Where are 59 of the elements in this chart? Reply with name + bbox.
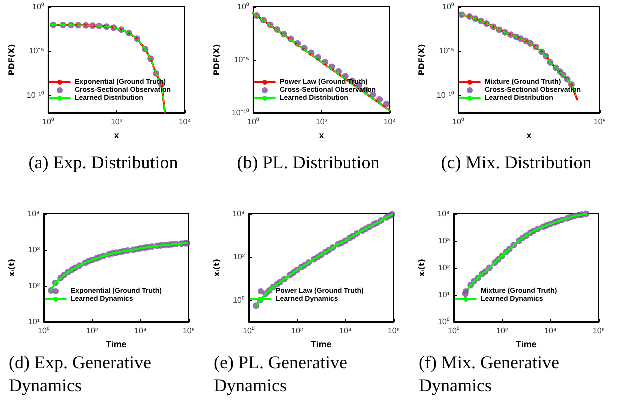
x-tick-label: 10⁰	[243, 326, 255, 336]
y-tick-label: 10⁻¹⁰	[436, 90, 454, 100]
y-tick-label: 10⁰	[238, 2, 250, 12]
y-tick-label: 10²	[438, 264, 450, 272]
y-tick-label: 10⁰	[233, 296, 245, 305]
x-tick-label: 10⁴	[384, 118, 397, 126]
text: (c) Mix. Distribution	[441, 152, 592, 172]
y-axis-title: PDF(X)	[212, 44, 222, 76]
text: (f) Mix. Generative Dynamics	[419, 352, 564, 396]
y-axis-title: xᵢ(t)	[418, 258, 426, 278]
x-tick-label: 10²	[110, 118, 123, 126]
y-tick-label: 10⁰	[438, 318, 450, 326]
y-tick-label: 10⁻¹⁰	[232, 108, 250, 118]
x-tick-label: 10⁶	[182, 326, 196, 336]
x-tick-label: 10⁰	[452, 118, 464, 126]
y-axis-title: xᵢ(t)	[212, 258, 222, 278]
x-axis-title: x	[526, 130, 532, 140]
y-tick-label: 10⁻⁵	[234, 56, 250, 64]
y-tick-label: 10²	[28, 282, 40, 290]
x-tick-label: 10⁰	[448, 326, 460, 336]
x-tick-label: 10⁰	[248, 118, 260, 126]
x-axis-title: Time	[311, 339, 332, 350]
x-tick-label: 10⁴	[544, 326, 558, 336]
x-tick-label: 10²	[316, 118, 328, 126]
y-tick-label: 10⁰	[32, 2, 44, 12]
y-tick-label: 10⁰	[442, 2, 454, 12]
x-axis-title: Time	[106, 339, 127, 350]
text: (d) Exp. Generative Dynamics	[9, 352, 156, 396]
y-tick-label: 10⁴	[28, 210, 41, 218]
x-tick-label: 10⁰	[42, 118, 54, 126]
x-axis-title: Time	[516, 339, 537, 350]
x-tick-label: 10⁴	[178, 118, 192, 126]
x-tick-label: 10⁰	[38, 326, 50, 336]
y-tick-label: 10⁴	[232, 210, 246, 218]
y-axis-title: PDF(X)	[418, 44, 426, 76]
x-axis-title: x	[319, 130, 324, 140]
x-axis-title: x	[114, 130, 120, 140]
y-tick-label: 10²	[233, 252, 246, 262]
y-tick-label: 10⁴	[438, 210, 451, 218]
x-tick-label: 10²	[86, 326, 98, 336]
x-tick-label: 10⁴	[339, 326, 352, 336]
x-tick-label: 10⁵	[594, 118, 606, 126]
y-tick-label: 10³	[438, 236, 450, 246]
x-tick-label: 10²	[496, 326, 508, 336]
y-tick-label: 10¹	[438, 290, 450, 300]
text: (e) PL. Generative Dynamics	[214, 352, 352, 396]
x-tick-label: 10⁶	[592, 326, 606, 336]
y-tick-label: 10¹	[28, 318, 40, 326]
y-tick-label: 10³	[28, 246, 40, 254]
y-axis-title: xᵢ(t)	[8, 258, 16, 278]
x-tick-label: 10²	[292, 326, 304, 336]
text: (a) Exp. Distribution	[28, 152, 178, 172]
y-tick-label: 10⁻¹⁰	[26, 90, 44, 100]
y-tick-label: 10⁻⁵	[439, 46, 454, 56]
text: (b) PL. Distribution	[237, 152, 380, 172]
x-tick-label: 10⁴	[134, 326, 148, 336]
x-tick-label: 10⁶	[388, 326, 400, 336]
y-axis-title: PDF(X)	[8, 44, 16, 76]
y-tick-label: 10⁻⁵	[29, 46, 44, 56]
